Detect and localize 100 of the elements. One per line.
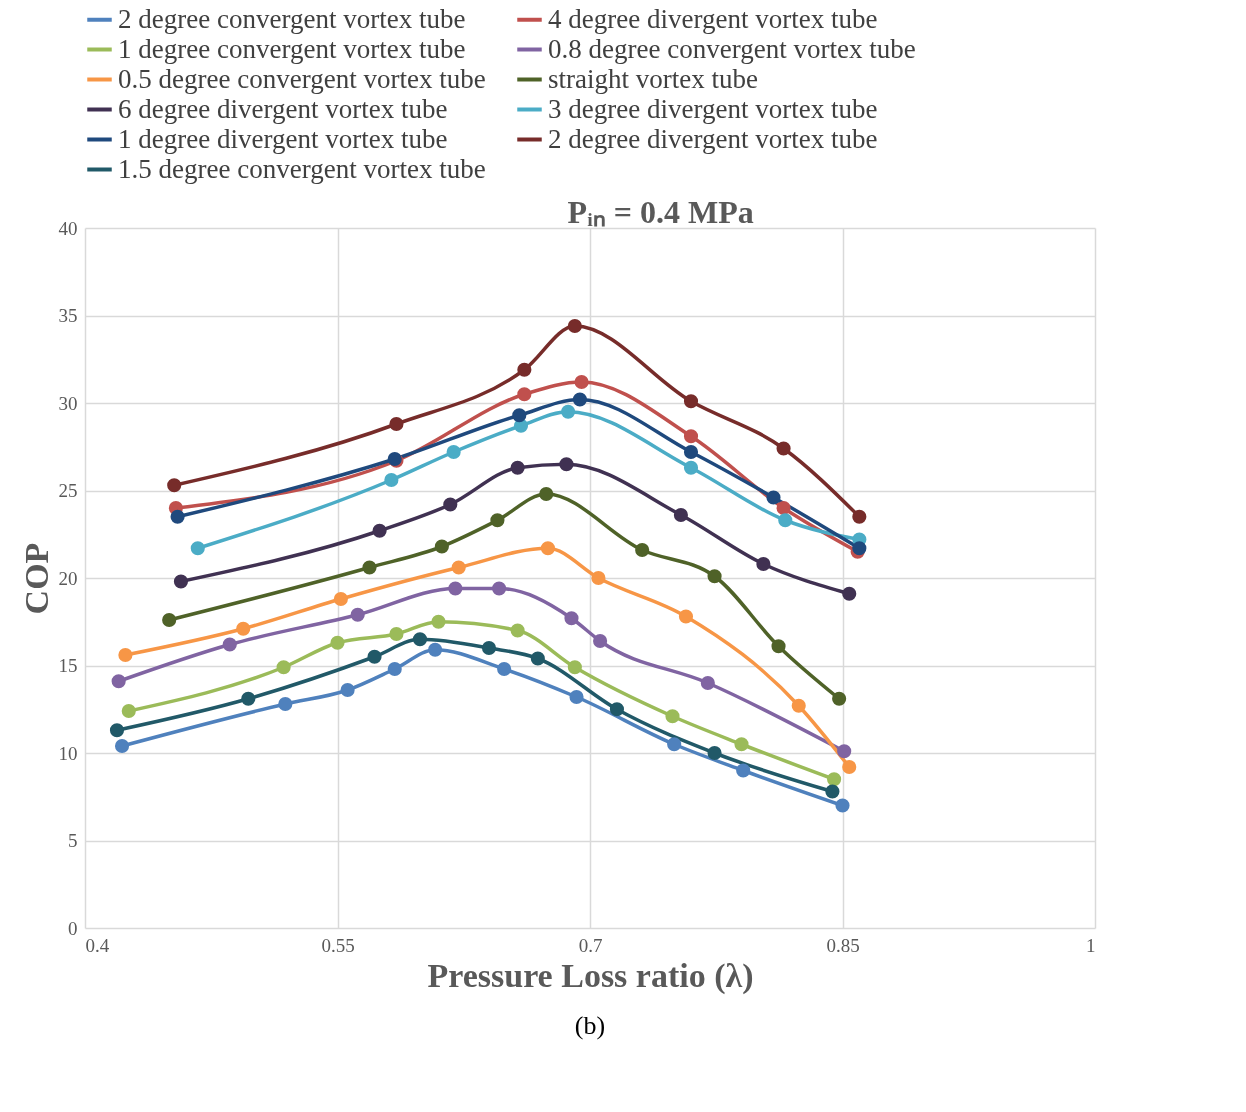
point: [367, 649, 382, 664]
point: [683, 460, 699, 475]
x-tick-label: 0.4: [85, 934, 110, 956]
point: [572, 392, 587, 407]
point: [389, 626, 404, 642]
point: [791, 698, 806, 713]
point: [481, 640, 497, 656]
point: [333, 591, 348, 607]
point: [490, 513, 505, 528]
x-axis-title: Pressure Loss ratio (λ): [427, 956, 754, 995]
y-tick-label: 30: [58, 392, 78, 414]
legend-label: 0.8 degree convergent vortex tube: [548, 33, 916, 64]
y-tick-label: 15: [58, 655, 78, 676]
point: [517, 387, 532, 402]
point: [569, 689, 584, 705]
point: [837, 744, 852, 759]
point: [109, 723, 125, 738]
point: [683, 429, 699, 444]
point: [835, 798, 850, 813]
point: [190, 541, 205, 556]
legend-label: 2 degree divergent vortex tube: [548, 123, 878, 154]
y-tick-label: 5: [68, 830, 78, 851]
point: [236, 621, 251, 636]
point: [540, 541, 555, 556]
point: [591, 570, 606, 586]
point: [446, 444, 461, 460]
point: [593, 633, 608, 649]
y-tick-label: 20: [58, 567, 78, 589]
point: [167, 478, 182, 493]
point: [776, 500, 791, 516]
point: [278, 696, 293, 712]
point: [673, 507, 688, 523]
point: [510, 460, 525, 475]
point: [173, 574, 189, 589]
point: [241, 691, 256, 706]
point: [362, 560, 377, 575]
point: [434, 539, 449, 554]
point: [665, 709, 680, 724]
point: [667, 737, 682, 752]
y-tick-label: 0: [68, 917, 78, 939]
point: [734, 737, 749, 752]
point: [700, 675, 715, 691]
y-tick-label: 25: [58, 480, 78, 501]
point: [389, 416, 404, 432]
x-tick-label: 0.55: [321, 934, 355, 956]
point: [683, 444, 699, 460]
point: [276, 660, 291, 675]
y-tick-label: 35: [58, 305, 78, 326]
point: [114, 738, 130, 754]
point: [412, 632, 428, 647]
legend-label: 1 degree divergent vortex tube: [118, 123, 448, 154]
y-tick-label: 40: [58, 217, 78, 239]
legend-label: 6 degree divergent vortex tube: [118, 93, 448, 124]
point: [497, 661, 512, 677]
y-tick-label: 10: [58, 742, 78, 764]
point: [832, 691, 847, 706]
point: [778, 513, 793, 528]
chart-title: Pᵢₙ = 0.4 MPa: [567, 194, 754, 230]
point: [561, 404, 576, 419]
point: [118, 647, 133, 663]
point: [564, 611, 579, 626]
point: [771, 639, 786, 654]
point: [609, 702, 624, 717]
point: [567, 660, 582, 675]
point: [111, 674, 126, 689]
point: [510, 623, 525, 638]
legend-label: 3 degree divergent vortex tube: [548, 93, 878, 124]
legend-label: 1 degree convergent vortex tube: [118, 33, 466, 64]
point: [567, 318, 582, 334]
point: [707, 569, 722, 584]
point: [387, 661, 402, 677]
point: [350, 607, 365, 622]
point: [852, 509, 867, 524]
point: [222, 637, 237, 652]
point: [443, 497, 458, 512]
point: [170, 509, 185, 524]
x-tick-label: 0.85: [826, 934, 860, 956]
point: [842, 586, 857, 601]
legend-label: 4 degree divergent vortex tube: [548, 3, 878, 34]
point: [825, 784, 840, 799]
point: [574, 374, 589, 390]
point: [517, 362, 532, 377]
legend-label: straight vortex tube: [548, 63, 758, 94]
point: [842, 759, 857, 775]
x-tick-label: 0.7: [578, 934, 603, 956]
point: [451, 560, 466, 575]
x-tick-label: 1: [1086, 934, 1096, 956]
point: [330, 635, 345, 650]
legend-label: 1.5 degree convergent vortex tube: [118, 153, 486, 184]
point: [448, 581, 463, 596]
point: [736, 763, 751, 778]
point: [635, 542, 650, 558]
point: [340, 682, 355, 698]
point: [162, 612, 177, 628]
y-axis-title: COP: [17, 542, 55, 615]
point: [766, 490, 781, 505]
point: [559, 457, 574, 472]
point: [372, 523, 387, 538]
point: [756, 556, 771, 572]
legend-label: 0.5 degree convergent vortex tube: [118, 63, 486, 94]
